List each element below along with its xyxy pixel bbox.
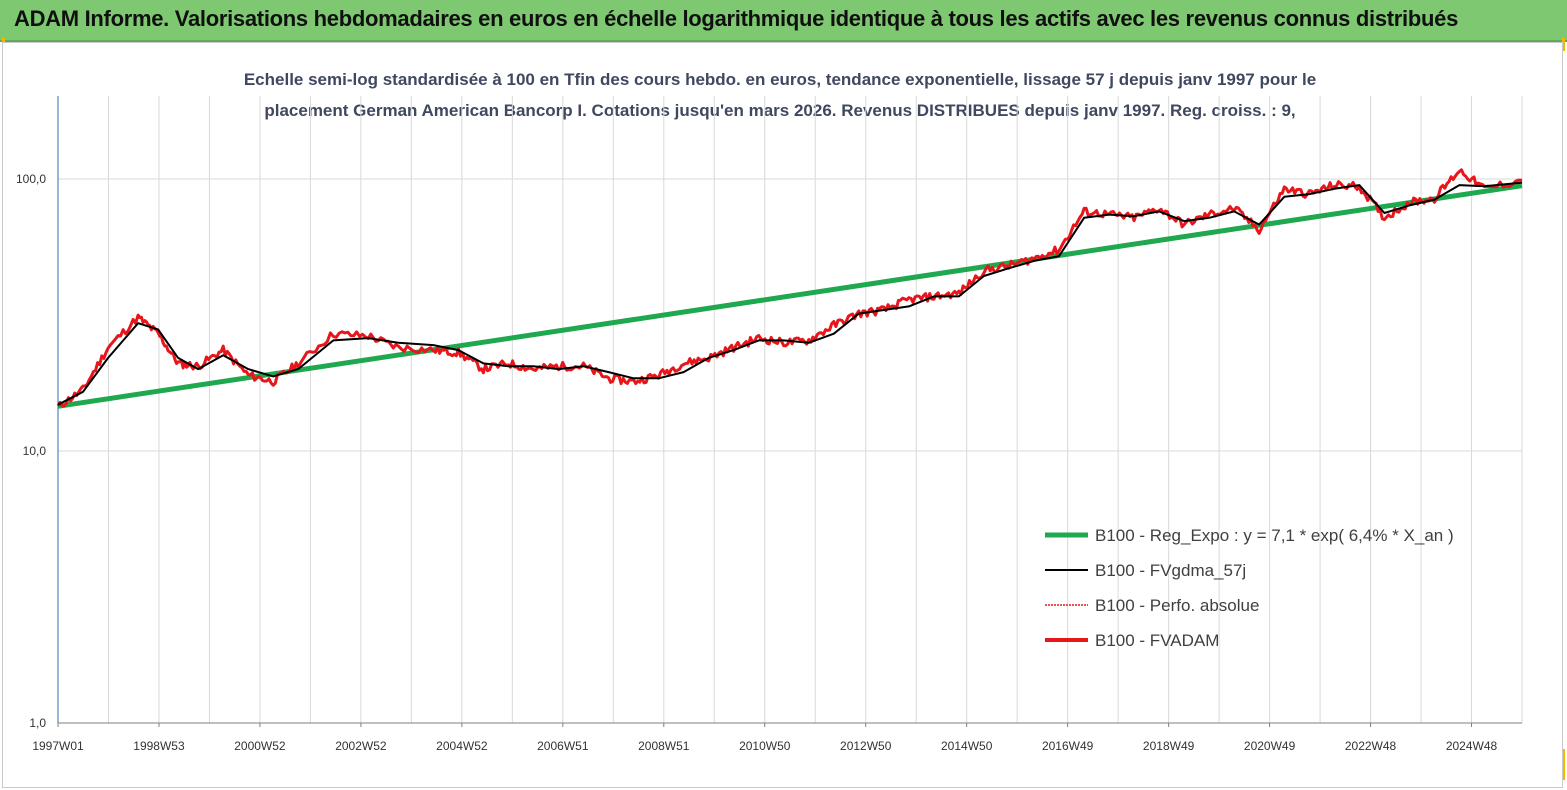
series-layer [56, 168, 1523, 409]
legend-label-fvadam: B100 - FVADAM [1095, 631, 1219, 650]
x-tick-label: 2012W50 [840, 739, 892, 753]
x-tick-label: 2020W49 [1244, 739, 1296, 753]
series-line-perfo [57, 168, 1523, 407]
legend-label-trend: B100 - Reg_Expo : y = 7,1 * exp( 6,4% * … [1095, 526, 1454, 545]
x-tick-label: 2018W49 [1143, 739, 1195, 753]
legend: B100 - Reg_Expo : y = 7,1 * exp( 6,4% * … [1045, 526, 1454, 650]
x-tick-label: 2002W52 [335, 739, 387, 753]
legend-label-smooth: B100 - FVgdma_57j [1095, 561, 1246, 580]
series-line-smooth [57, 181, 1523, 406]
header-bar: ADAM Informe. Valorisations hebdomadaire… [0, 0, 1567, 42]
x-tick-label: 2004W52 [436, 739, 488, 753]
x-tick-label: 2024W48 [1446, 739, 1498, 753]
axes: 1,0 10,0 100,0 1997W01 1998W53 2000W52 2002W52… [16, 96, 1522, 753]
chart-frame [2, 42, 1563, 788]
y-tick-label: 1,0 [29, 716, 46, 730]
y-tick-label: 10,0 [23, 444, 47, 458]
x-tick-label: 2022W48 [1345, 739, 1397, 753]
x-tick-label: 2014W50 [941, 739, 993, 753]
x-tick-label: 2006W51 [537, 739, 589, 753]
legend-label-perfo: B100 - Perfo. absolue [1095, 596, 1259, 615]
x-tick-label: 2016W49 [1042, 739, 1094, 753]
chart-title-line1: Echelle semi-log standardisée à 100 en T… [244, 70, 1316, 89]
x-tick-label: 1998W53 [133, 739, 185, 753]
x-tick-label: 2010W50 [739, 739, 791, 753]
x-tick-label: 2008W51 [638, 739, 690, 753]
series-line-trend [57, 183, 1523, 409]
y-tick-label: 100,0 [16, 172, 46, 186]
x-tick-label: 2000W52 [234, 739, 286, 753]
series-line-fvadam [56, 168, 1523, 408]
x-tick-label: 1997W01 [32, 739, 84, 753]
chart-title-line2: placement German American Bancorp I. Cot… [264, 101, 1295, 120]
page-title: ADAM Informe. Valorisations hebdomadaire… [14, 6, 1459, 31]
